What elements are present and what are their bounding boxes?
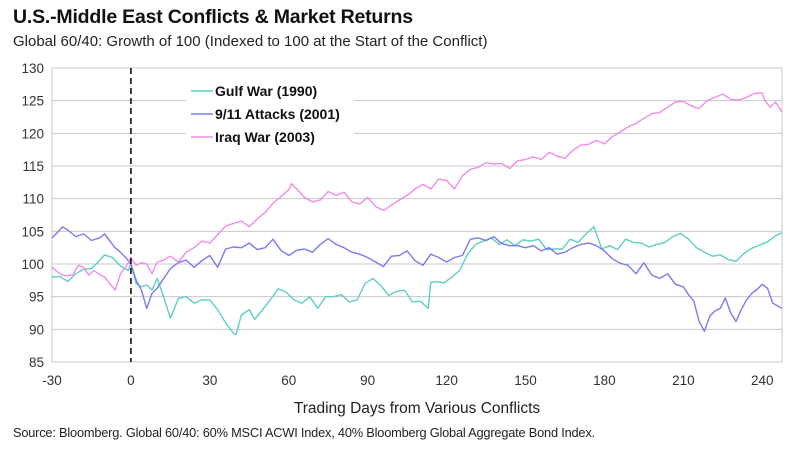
x-tick-label: 90	[360, 373, 375, 388]
y-tick-label: 95	[29, 290, 44, 305]
y-tick-label: 100	[21, 257, 44, 272]
x-axis-ticks: -30 0 30 60 90 120 150 180 210 240	[42, 373, 773, 388]
y-tick-label: 90	[29, 322, 44, 337]
series-line-2	[51, 92, 783, 291]
y-tick-label: 120	[21, 126, 44, 141]
y-tick-label: 130	[21, 61, 44, 76]
x-tick-label: 180	[593, 373, 616, 388]
x-tick-label: 240	[751, 373, 774, 388]
plot-frame	[51, 67, 783, 363]
x-tick-label: 0	[127, 373, 135, 388]
chart-subtitle: Global 60/40: Growth of 100 (Indexed to …	[13, 33, 488, 50]
x-tick-label: 30	[202, 373, 217, 388]
legend-label: Iraq War (2003)	[215, 129, 315, 145]
x-tick-label: 60	[281, 373, 296, 388]
legend-label: 9/11 Attacks (2001)	[215, 106, 340, 122]
legend: Gulf War (1990) 9/11 Attacks (2001) Iraq W…	[186, 80, 354, 152]
y-tick-label: 85	[29, 355, 44, 370]
legend-background	[186, 80, 354, 152]
x-tick-label: 210	[672, 373, 695, 388]
source-note: Source: Bloomberg. Global 60/40: 60% MSC…	[13, 425, 595, 440]
gridlines	[52, 100, 782, 330]
series-lines	[51, 92, 783, 336]
y-tick-label: 110	[22, 192, 44, 207]
x-tick-label: 120	[435, 373, 458, 388]
x-tick-label: 150	[514, 373, 537, 388]
chart-title: U.S.-Middle East Conflicts & Market Retu…	[13, 6, 413, 28]
x-tick-label: -30	[42, 373, 62, 388]
x-axis-label: Trading Days from Various Conflicts	[294, 400, 541, 417]
series-line-1	[51, 226, 783, 332]
y-tick-label: 105	[21, 224, 44, 239]
y-tick-label: 125	[21, 94, 44, 109]
legend-label: Gulf War (1990)	[215, 83, 317, 99]
y-tick-label: 115	[22, 159, 44, 174]
series-line-0	[51, 226, 783, 336]
y-axis-ticks: 85 90 95 100 105 110 115 120 125 130	[21, 61, 44, 370]
